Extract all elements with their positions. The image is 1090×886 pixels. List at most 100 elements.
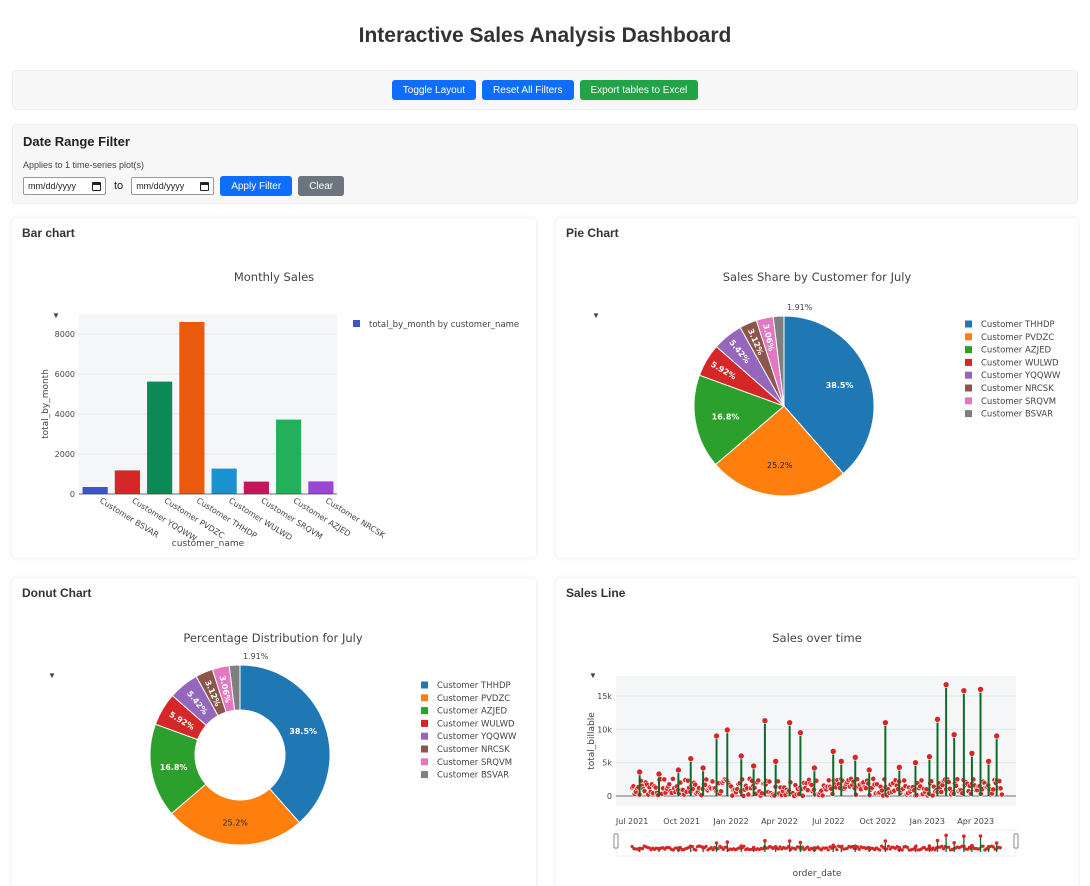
data-point[interactable] bbox=[652, 784, 659, 791]
spike-point[interactable] bbox=[985, 758, 992, 765]
spike-point[interactable] bbox=[737, 752, 745, 760]
bar-customer-bsvar[interactable] bbox=[82, 487, 108, 494]
data-point[interactable] bbox=[862, 785, 869, 792]
data-point[interactable] bbox=[901, 777, 908, 784]
spike-point[interactable] bbox=[829, 748, 837, 755]
spike-point[interactable] bbox=[750, 762, 757, 770]
toggle-layout-button[interactable]: Toggle Layout bbox=[391, 80, 477, 100]
apply-filter-button[interactable]: Apply Filter bbox=[220, 176, 293, 196]
spike-point[interactable] bbox=[786, 719, 793, 726]
spike-point[interactable] bbox=[636, 768, 643, 776]
data-point[interactable] bbox=[997, 785, 1004, 792]
data-point[interactable] bbox=[692, 781, 699, 788]
bar-customer-pvdzc[interactable] bbox=[147, 381, 173, 494]
spike-point[interactable] bbox=[896, 764, 903, 771]
spike-point[interactable] bbox=[699, 764, 707, 772]
data-point[interactable] bbox=[661, 776, 668, 783]
spike-point[interactable] bbox=[811, 764, 818, 772]
spike-point[interactable] bbox=[687, 755, 695, 762]
range-spike-point bbox=[714, 841, 719, 845]
bar-customer-srqvm[interactable] bbox=[243, 481, 269, 494]
donut-chart[interactable]: Percentage Distribution for July ▼ 38.5% 25… bbox=[12, 578, 536, 886]
range-handle-right[interactable] bbox=[1013, 833, 1019, 849]
spike-point[interactable] bbox=[912, 759, 919, 766]
legend-swatch bbox=[965, 397, 972, 405]
range-slider-track[interactable] bbox=[615, 829, 1017, 857]
range-spike-point bbox=[927, 844, 932, 848]
slice-customer-pvdzc[interactable] bbox=[170, 783, 301, 846]
range-handle-left[interactable] bbox=[613, 833, 619, 849]
slice-customer-thhdp[interactable] bbox=[783, 315, 875, 475]
data-point[interactable] bbox=[938, 789, 945, 795]
data-point[interactable] bbox=[870, 775, 877, 782]
data-point[interactable] bbox=[808, 782, 815, 788]
slice-customer-bsvar[interactable] bbox=[228, 664, 241, 711]
data-point[interactable] bbox=[819, 792, 826, 799]
data-point[interactable] bbox=[804, 787, 811, 794]
spike-point[interactable] bbox=[837, 758, 845, 765]
spike-point[interactable] bbox=[993, 732, 1000, 740]
calendar-icon[interactable] bbox=[92, 181, 101, 191]
pie-chart[interactable]: Sales Share by Customer for July ▼ 38.5% 25… bbox=[556, 218, 1078, 558]
data-point[interactable] bbox=[954, 776, 961, 783]
spike-point[interactable] bbox=[797, 729, 804, 736]
range-point bbox=[640, 847, 645, 851]
data-point[interactable] bbox=[745, 791, 752, 798]
data-point[interactable] bbox=[684, 777, 691, 784]
bar-customer-yqqww[interactable] bbox=[114, 470, 140, 494]
spike-point[interactable] bbox=[950, 731, 958, 738]
spike-point[interactable] bbox=[977, 686, 984, 693]
spike-point[interactable] bbox=[655, 770, 663, 778]
range-spike-point bbox=[798, 840, 803, 845]
bar-customer-thhdp[interactable] bbox=[179, 322, 205, 494]
slice-customer-azjed[interactable] bbox=[693, 374, 785, 466]
spike-point[interactable] bbox=[968, 750, 976, 757]
clear-filter-button[interactable]: Clear bbox=[298, 176, 345, 196]
legend-swatch bbox=[965, 410, 972, 418]
spike-point[interactable] bbox=[723, 726, 731, 734]
slice-customer-pvdzc[interactable] bbox=[714, 405, 845, 497]
bar-customer-nrcsk[interactable] bbox=[308, 481, 334, 494]
data-point[interactable] bbox=[641, 788, 648, 794]
start-date-input[interactable]: mm/dd/yyyy bbox=[23, 177, 106, 195]
slice-customer-thhdp[interactable] bbox=[239, 664, 331, 824]
spike-point[interactable] bbox=[942, 681, 950, 688]
export-excel-button[interactable]: Export tables to Excel bbox=[579, 80, 699, 100]
spike-point[interactable] bbox=[761, 717, 769, 724]
range-point bbox=[878, 848, 882, 852]
data-point[interactable] bbox=[666, 781, 673, 788]
spike-point[interactable] bbox=[934, 716, 941, 723]
end-date-input[interactable]: mm/dd/yyyy bbox=[131, 177, 215, 195]
data-point[interactable] bbox=[703, 776, 710, 783]
spike-point[interactable] bbox=[675, 766, 682, 774]
reset-filters-button[interactable]: Reset All Filters bbox=[482, 80, 574, 100]
range-point bbox=[826, 848, 830, 852]
spike-point[interactable] bbox=[772, 758, 779, 765]
data-point[interactable] bbox=[670, 776, 676, 782]
spike-point[interactable] bbox=[865, 766, 873, 774]
spike-point[interactable] bbox=[882, 719, 889, 726]
data-point[interactable] bbox=[766, 778, 773, 785]
bar-chart[interactable]: Monthly Sales ▼ 0 2000 4000 6000 8000 Customer … bbox=[12, 218, 536, 558]
data-point[interactable] bbox=[759, 790, 765, 797]
data-point[interactable] bbox=[718, 788, 725, 795]
data-point[interactable] bbox=[825, 777, 832, 784]
spike-point[interactable] bbox=[926, 753, 933, 760]
data-point[interactable] bbox=[709, 778, 716, 785]
daily-series[interactable] bbox=[629, 775, 1005, 799]
spike-point[interactable] bbox=[713, 732, 720, 740]
bar-chart-heading: Bar chart bbox=[22, 226, 75, 240]
bar-customer-wulwd[interactable] bbox=[211, 468, 237, 494]
bar-customer-azjed[interactable] bbox=[276, 419, 302, 494]
data-point[interactable] bbox=[998, 791, 1005, 798]
legend-label: Customer PVDZC bbox=[437, 694, 510, 704]
data-point[interactable] bbox=[990, 786, 997, 793]
spike-point[interactable] bbox=[851, 754, 859, 761]
calendar-icon[interactable] bbox=[200, 181, 210, 191]
line-chart[interactable]: Sales over time ▼ 0 5k 10k 15k Jul 2021 Oct 202… bbox=[556, 578, 1078, 886]
slice-customer-bsvar[interactable] bbox=[772, 315, 785, 407]
data-point[interactable] bbox=[755, 777, 762, 784]
data-point[interactable] bbox=[918, 777, 925, 784]
range-slider[interactable] bbox=[613, 829, 1019, 857]
spike-point[interactable] bbox=[960, 687, 968, 694]
